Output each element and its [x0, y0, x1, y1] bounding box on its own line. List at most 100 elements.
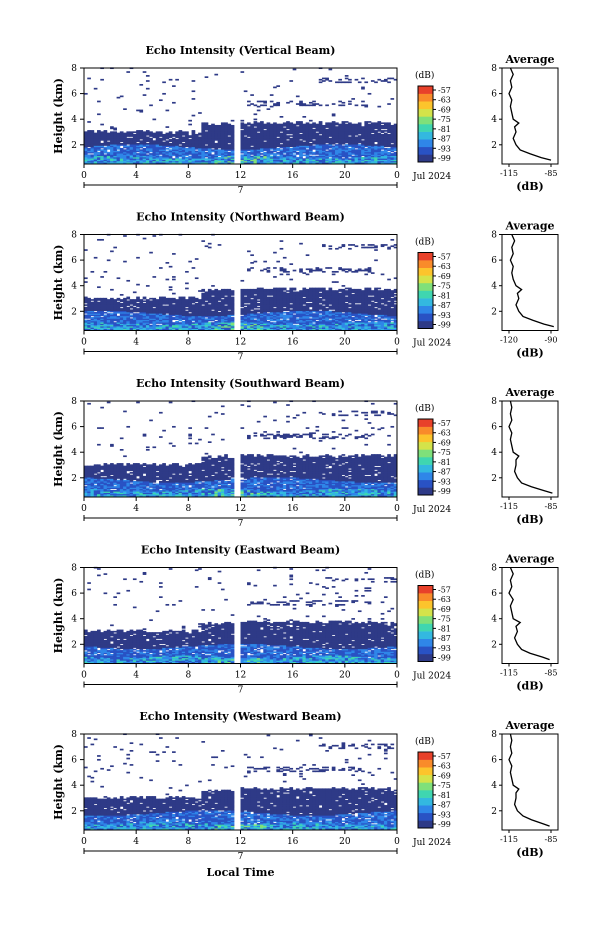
echo-cell	[377, 146, 382, 149]
echo-cell	[279, 290, 284, 292]
echo-cell	[132, 299, 137, 301]
echo-cell	[273, 137, 277, 140]
echo-cell	[380, 159, 385, 162]
echo-cell	[145, 150, 150, 153]
echo-cell	[84, 141, 88, 144]
echo-cell	[335, 323, 339, 326]
echo-cell	[256, 297, 261, 300]
echo-cell	[207, 322, 212, 324]
echo-cell	[240, 309, 245, 312]
echo-cell	[136, 302, 140, 305]
echo-cell	[132, 155, 137, 158]
echo-cell	[295, 135, 300, 137]
echo-cell	[266, 320, 271, 323]
echo-cell	[175, 302, 179, 305]
echo-cell	[279, 300, 284, 303]
echo-cell	[149, 311, 153, 314]
echo-cell	[322, 137, 326, 140]
echo-cell	[308, 314, 313, 317]
echo-cell	[260, 320, 264, 323]
echo-cell	[201, 150, 206, 153]
echo-cell	[201, 296, 206, 299]
echo-cell	[279, 149, 284, 151]
echo-cell	[282, 149, 287, 151]
echo-cell	[103, 304, 108, 306]
echo-cell	[361, 160, 365, 163]
echo-cell	[211, 296, 215, 299]
echo-cell	[292, 302, 297, 305]
echo-cell	[380, 145, 385, 148]
echo-cell	[220, 122, 225, 125]
echo-cell	[367, 140, 372, 142]
echo-cell	[110, 288, 114, 291]
echo-cell	[299, 297, 303, 300]
echo-cell	[207, 131, 212, 134]
echo-cell	[247, 149, 251, 151]
echo-cell	[214, 73, 219, 76]
echo-cell	[338, 302, 342, 305]
echo-cell	[286, 123, 290, 126]
echo-cell	[315, 299, 320, 301]
echo-cell	[331, 103, 336, 105]
echo-cell	[214, 288, 219, 291]
echo-cell	[302, 160, 307, 163]
echo-cell	[129, 162, 134, 164]
echo-cell	[292, 148, 297, 150]
echo-cell	[106, 304, 111, 306]
echo-cell	[253, 311, 258, 314]
echo-cell	[335, 301, 339, 304]
echo-cell	[260, 148, 264, 150]
echo-cell	[217, 146, 222, 149]
echo-cell	[276, 151, 281, 154]
echo-cell	[207, 300, 212, 303]
echo-cell	[295, 327, 300, 329]
echo-cell	[263, 260, 267, 263]
echo-cell	[338, 124, 342, 127]
echo-cell	[279, 247, 284, 250]
echo-cell	[243, 323, 248, 326]
echo-cell	[97, 148, 101, 150]
echo-cell	[299, 295, 303, 297]
echo-cell	[87, 154, 91, 157]
echo-cell	[93, 87, 98, 90]
echo-cell	[165, 328, 170, 331]
echo-cell	[263, 101, 267, 104]
echo-cell	[260, 318, 264, 321]
echo-cell	[325, 148, 329, 150]
echo-cell	[93, 160, 98, 163]
echo-cell	[390, 144, 395, 146]
echo-cell	[344, 158, 349, 160]
echo-cell	[90, 146, 95, 149]
echo-cell	[142, 136, 147, 139]
y-tick-label: 8	[71, 64, 77, 74]
echo-cell	[247, 146, 251, 149]
echo-cell	[361, 148, 365, 150]
echo-cell	[322, 149, 326, 151]
echo-cell	[87, 155, 91, 158]
echo-cell	[97, 302, 101, 305]
echo-cell	[84, 319, 88, 322]
echo-cell	[175, 145, 179, 148]
echo-cell	[224, 127, 228, 130]
colorbar-swatch	[418, 116, 433, 125]
echo-cell	[207, 155, 212, 158]
echo-cell	[126, 155, 131, 158]
echo-cell	[198, 148, 202, 150]
echo-cell	[185, 150, 189, 153]
echo-cell	[145, 319, 150, 322]
echo-cell	[370, 160, 375, 163]
echo-cell	[185, 151, 189, 154]
echo-cell	[227, 130, 232, 132]
echo-cell	[123, 145, 127, 148]
echo-cell	[308, 302, 313, 305]
echo-cell	[328, 128, 333, 131]
echo-cell	[119, 137, 124, 140]
echo-cell	[188, 313, 192, 315]
echo-cell	[87, 323, 91, 326]
echo-cell	[354, 141, 359, 144]
echo-cell	[181, 323, 186, 326]
echo-cell	[116, 304, 121, 306]
echo-cell	[282, 130, 287, 132]
echo-cell	[387, 140, 391, 142]
echo-cell	[194, 315, 199, 318]
